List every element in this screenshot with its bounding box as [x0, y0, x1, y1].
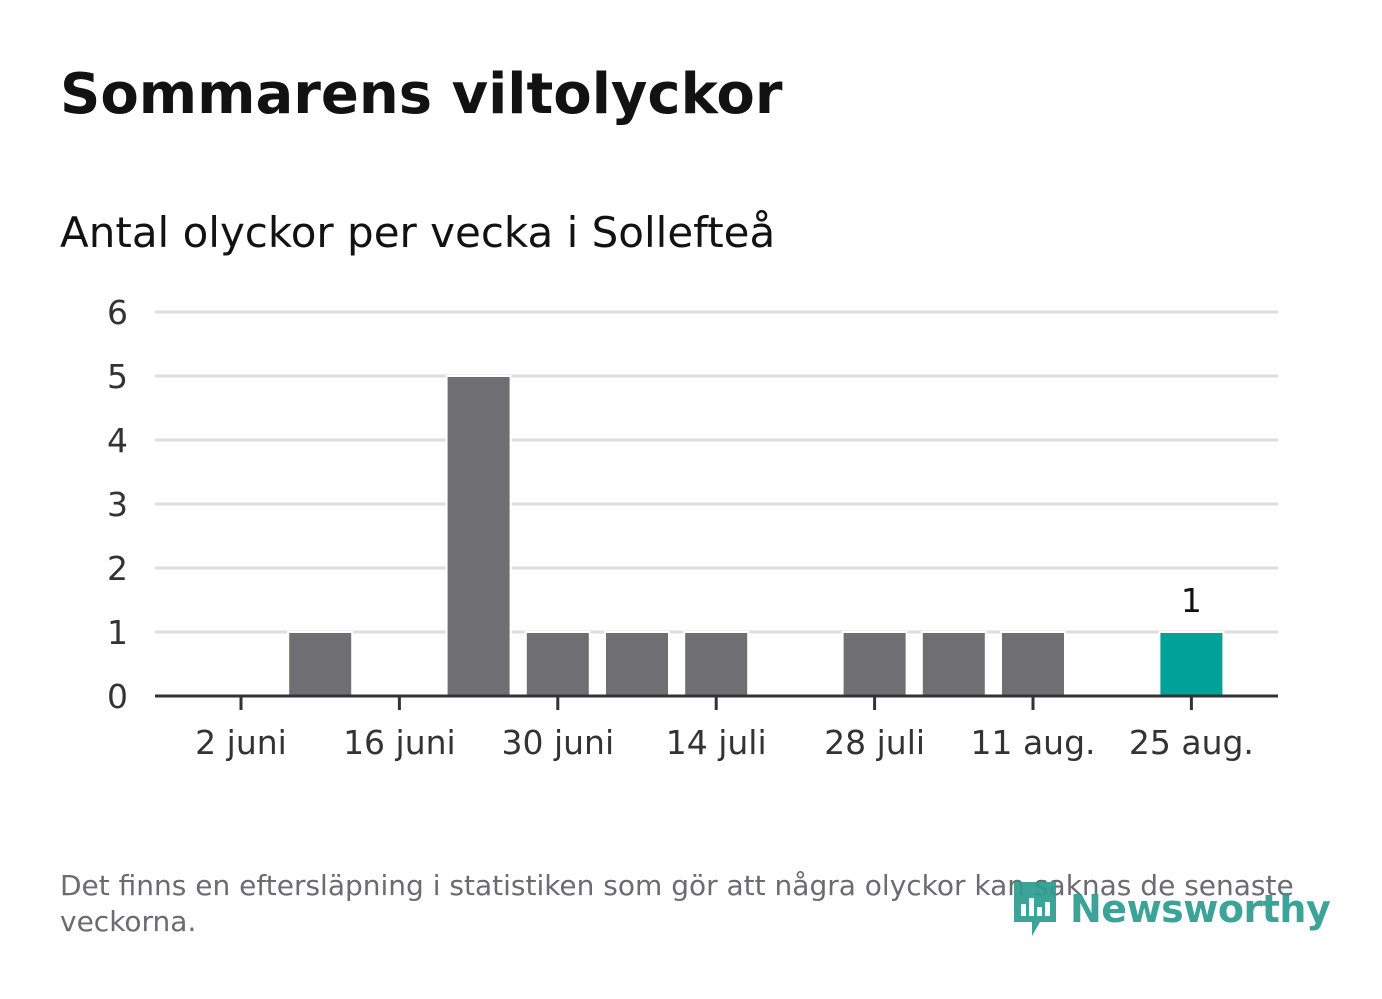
bar	[1000, 631, 1066, 697]
x-tick-label: 2 juni	[195, 723, 287, 762]
x-tick-label: 28 juli	[824, 723, 925, 762]
footnote: Det finns en eftersläpning i statistiken…	[60, 869, 1294, 938]
y-tick-label: 3	[107, 485, 128, 524]
x-tick-label: 25 aug.	[1129, 723, 1254, 762]
bar	[524, 631, 591, 697]
bar	[604, 631, 670, 697]
brand-name: Newsworthy	[1070, 887, 1331, 931]
x-tick-label: 11 aug.	[970, 723, 1095, 762]
bar	[841, 631, 908, 697]
y-tick-label: 6	[107, 293, 128, 332]
brand-logo: Newsworthy	[1010, 878, 1331, 940]
gridlines	[155, 310, 1278, 634]
y-tick-label: 2	[107, 549, 128, 588]
data-labels: 1	[1181, 581, 1202, 620]
bar	[287, 631, 354, 697]
x-tick-label: 30 juni	[501, 723, 614, 762]
y-axis-ticks: 0 1 2 3 4 5 6	[107, 293, 128, 716]
y-tick-label: 4	[107, 421, 128, 460]
bar	[683, 631, 750, 697]
chart-subtitle: Antal olyckor per vecka i Sollefteå	[60, 208, 776, 257]
chart-title: Sommarens viltolyckor	[60, 62, 783, 127]
x-tick-label: 16 juni	[343, 723, 456, 762]
bar-chart: 0 1 2 3 4 5 6 2 juni 16 juni 30 juni 14 juli 28 ju…	[107, 293, 1278, 762]
bar	[445, 375, 512, 697]
y-tick-label: 5	[107, 357, 128, 396]
x-axis-ticks: 2 juni 16 juni 30 juni 14 juli 28 juli 11 aug…	[195, 696, 1254, 762]
y-tick-label: 1	[107, 613, 128, 652]
newsworthy-logo-icon	[1014, 882, 1056, 936]
x-tick-label: 14 juli	[666, 723, 767, 762]
y-tick-label: 0	[107, 677, 128, 716]
bar	[920, 631, 987, 697]
bars	[287, 375, 1225, 697]
data-label: 1	[1181, 581, 1202, 620]
bar-highlighted	[1158, 631, 1225, 697]
